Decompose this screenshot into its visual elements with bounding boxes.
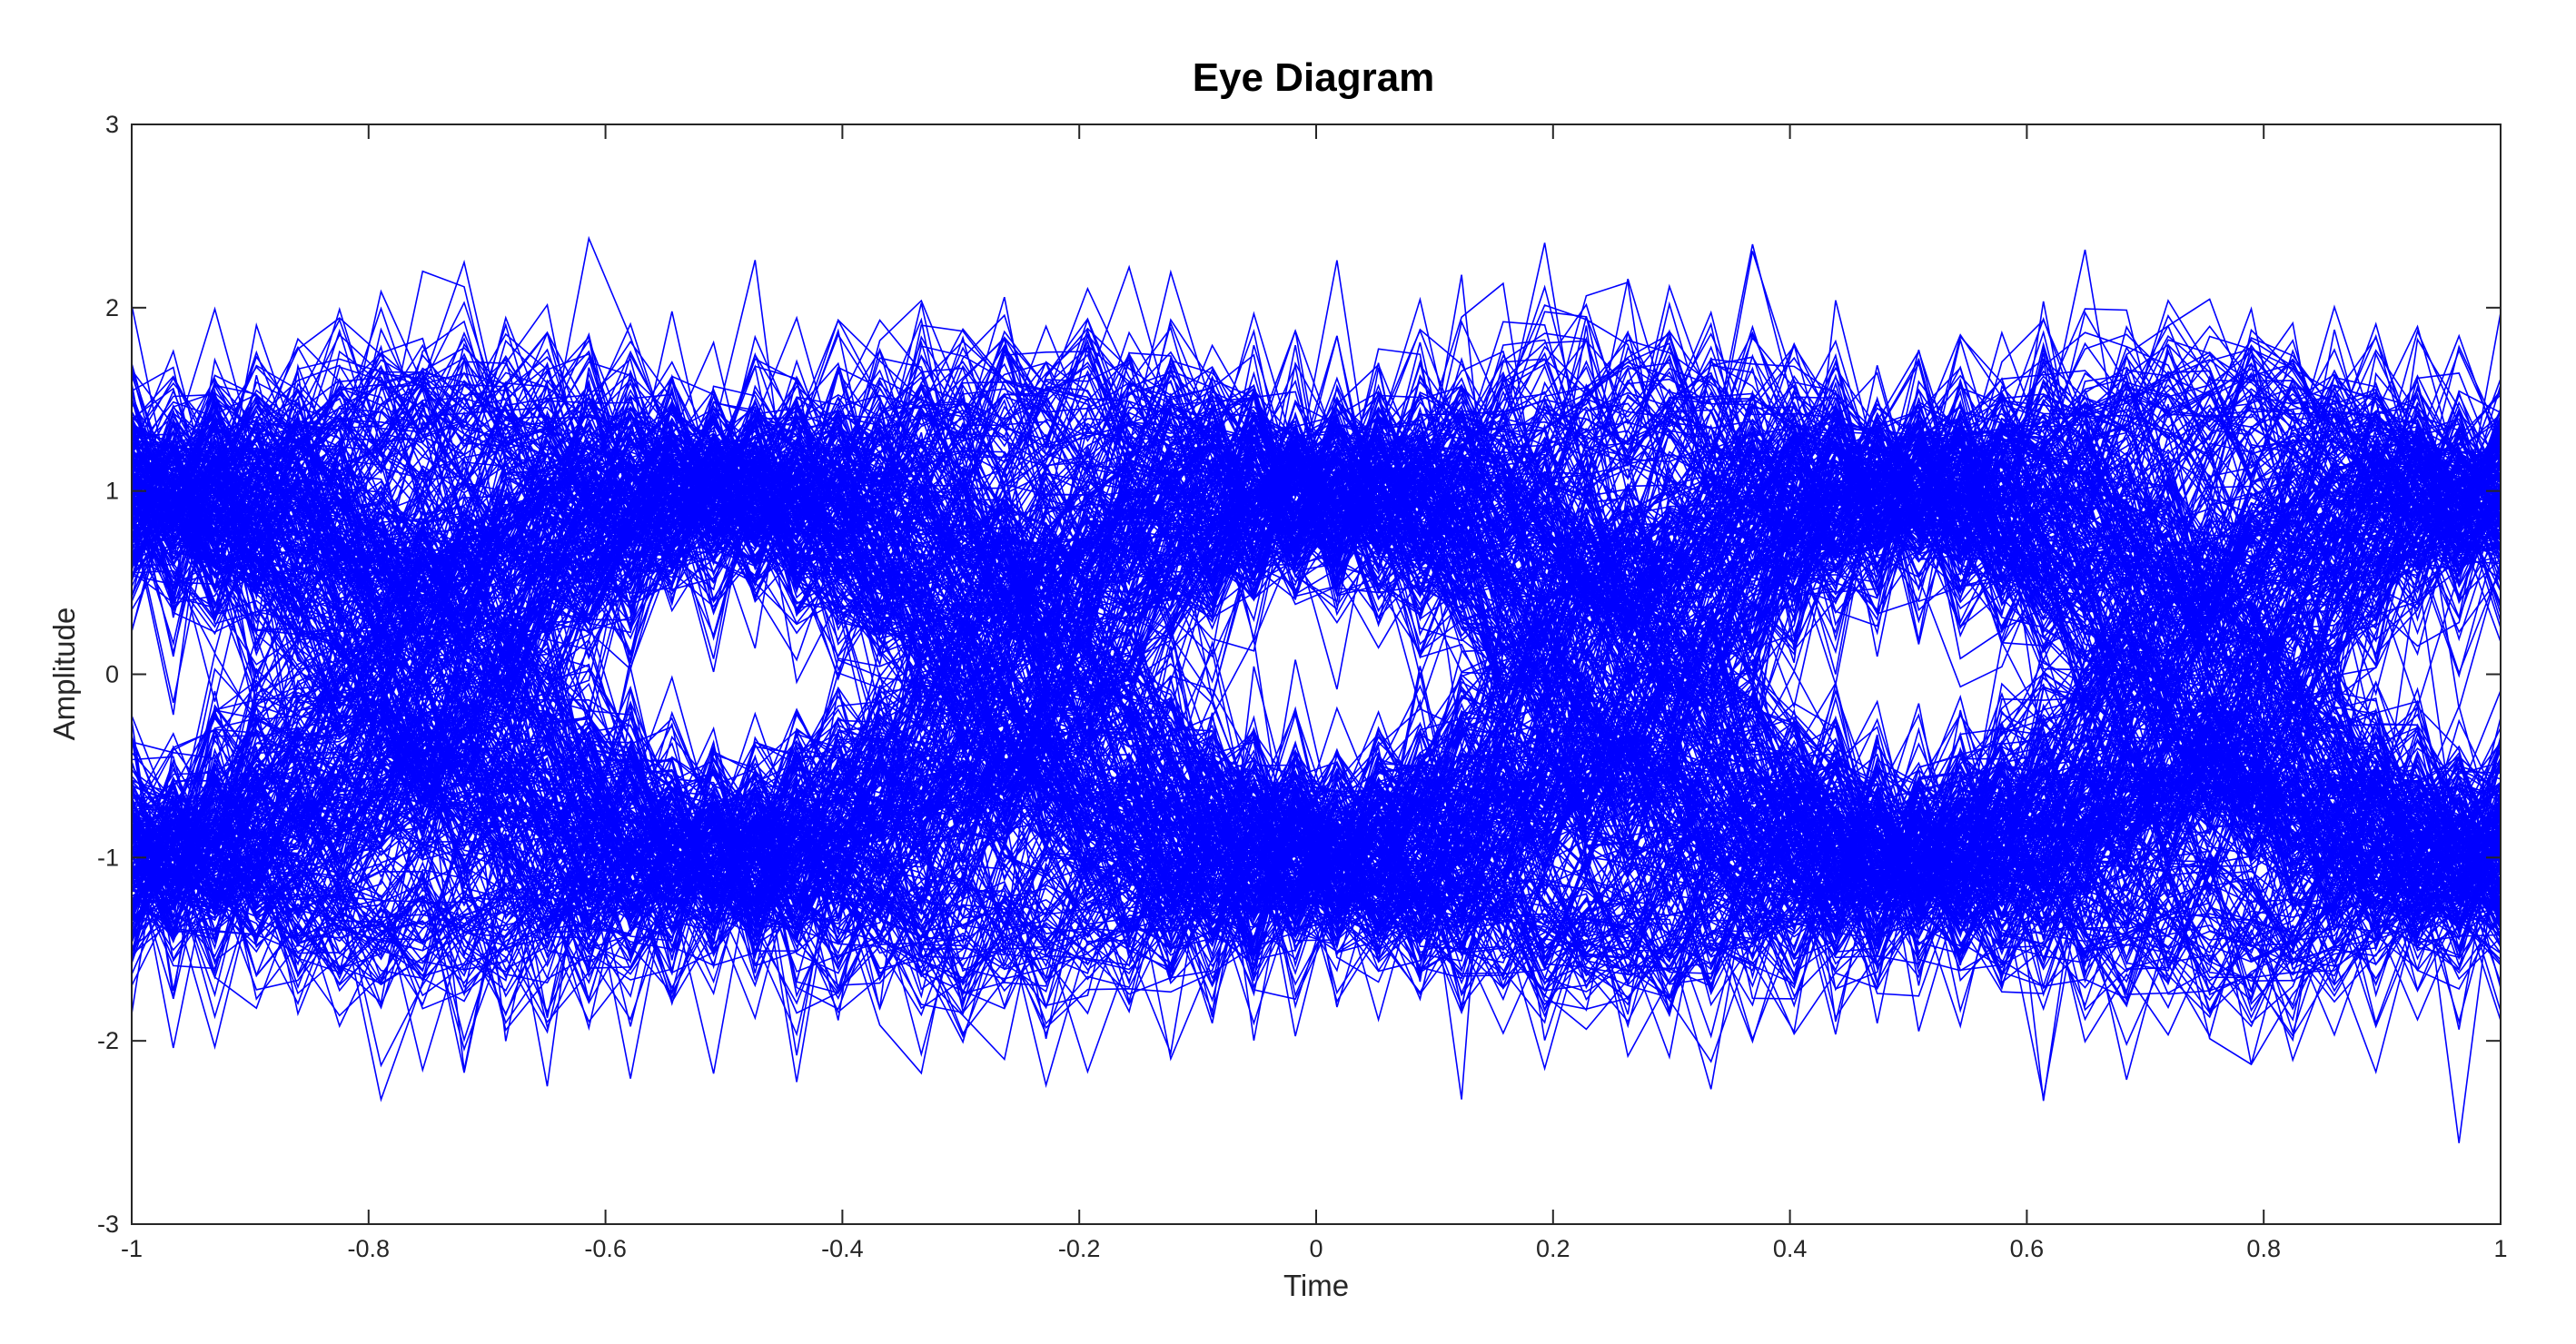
y-tick-label: 3	[105, 111, 119, 138]
eye-trace	[132, 406, 2501, 894]
eye-trace	[132, 397, 2501, 962]
eye-trace	[132, 264, 2501, 878]
eye-trace	[132, 328, 2501, 1074]
x-tick-label: 1	[2493, 1235, 2507, 1262]
eye-trace	[132, 349, 2501, 964]
eye-trace	[132, 444, 2501, 983]
x-axis-label: Time	[1283, 1269, 1349, 1302]
eye-trace	[132, 373, 2501, 969]
eye-trace	[132, 438, 2501, 964]
y-tick-label: -3	[97, 1211, 119, 1238]
eye-trace	[132, 753, 2501, 1099]
x-tick-label: 0	[1309, 1235, 1323, 1262]
eye-trace	[132, 479, 2501, 912]
eye-trace	[132, 336, 2501, 935]
eye-trace	[132, 438, 2501, 978]
eye-trace	[132, 304, 2501, 868]
eye-trace	[132, 355, 2501, 981]
eye-trace	[132, 337, 2501, 1044]
eye-trace	[132, 336, 2501, 846]
eye-trace	[132, 390, 2501, 873]
eye-trace	[132, 400, 2501, 1005]
eye-trace	[132, 321, 2501, 636]
eye-trace	[132, 371, 2501, 922]
eye-trace	[132, 411, 2501, 928]
y-tick-label: -2	[97, 1027, 119, 1054]
eye-trace	[132, 355, 2501, 934]
eye-trace	[132, 348, 2501, 955]
y-tick-label: -1	[97, 844, 119, 871]
eye-trace	[132, 306, 2501, 591]
eye-trace	[132, 421, 2501, 937]
eye-trace	[132, 493, 2501, 1013]
eye-trace	[132, 397, 2501, 930]
x-tick-label: -0.4	[821, 1235, 864, 1262]
eye-trace	[132, 406, 2501, 973]
eye-trace	[132, 367, 2501, 1042]
x-tick-label: 0.2	[1536, 1235, 1570, 1262]
eye-trace	[132, 475, 2501, 1006]
eye-trace	[132, 455, 2501, 1090]
eye-trace	[132, 732, 2501, 1006]
eye-trace	[132, 425, 2501, 956]
x-tick-label: 0.6	[2010, 1235, 2045, 1262]
eye-trace	[132, 485, 2501, 1040]
y-tick-label: 1	[105, 478, 119, 505]
eye-trace	[132, 398, 2501, 922]
eye-trace	[132, 316, 2501, 848]
y-axis: -3 -2 -1 0 1 2 3	[97, 111, 2501, 1238]
x-tick-label: -0.2	[1058, 1235, 1101, 1262]
eye-trace	[132, 381, 2501, 954]
eye-trace	[132, 399, 2501, 1062]
eye-trace	[132, 438, 2501, 979]
eye-traces	[132, 235, 2501, 1143]
eye-trace	[132, 385, 2501, 890]
eye-trace	[132, 440, 2501, 899]
eye-trace	[132, 407, 2501, 936]
eye-trace	[132, 349, 2501, 961]
eye-trace	[132, 333, 2501, 920]
eye-trace	[132, 365, 2501, 918]
x-tick-label: -1	[121, 1235, 143, 1262]
eye-trace	[132, 418, 2501, 981]
eye-trace	[132, 391, 2501, 986]
eye-trace	[132, 346, 2501, 927]
x-axis: -1 -0.8 -0.6 -0.4 -0.2 0 0.2 0.4 0.6 0.8 1	[121, 124, 2508, 1262]
x-tick-label: -0.6	[584, 1235, 627, 1262]
y-axis-label: Amplitude	[47, 608, 81, 741]
eye-trace	[132, 440, 2501, 949]
y-tick-label: 0	[105, 661, 119, 688]
eye-trace	[132, 361, 2501, 940]
eye-trace	[132, 380, 2501, 936]
eye-trace	[132, 454, 2501, 953]
eye-trace	[132, 431, 2501, 1100]
eye-trace	[132, 423, 2501, 944]
eye-trace	[132, 451, 2501, 970]
eye-trace	[132, 331, 2501, 949]
x-tick-label: 0.4	[1773, 1235, 1808, 1262]
y-tick-label: 2	[105, 294, 119, 321]
eye-trace	[132, 259, 2501, 575]
chart-title: Eye Diagram	[1193, 55, 1435, 100]
x-tick-label: 0.8	[2246, 1235, 2281, 1262]
x-tick-label: -0.8	[348, 1235, 391, 1262]
eye-trace	[132, 345, 2501, 954]
eye-trace	[132, 428, 2501, 968]
eye-trace	[132, 387, 2501, 1017]
